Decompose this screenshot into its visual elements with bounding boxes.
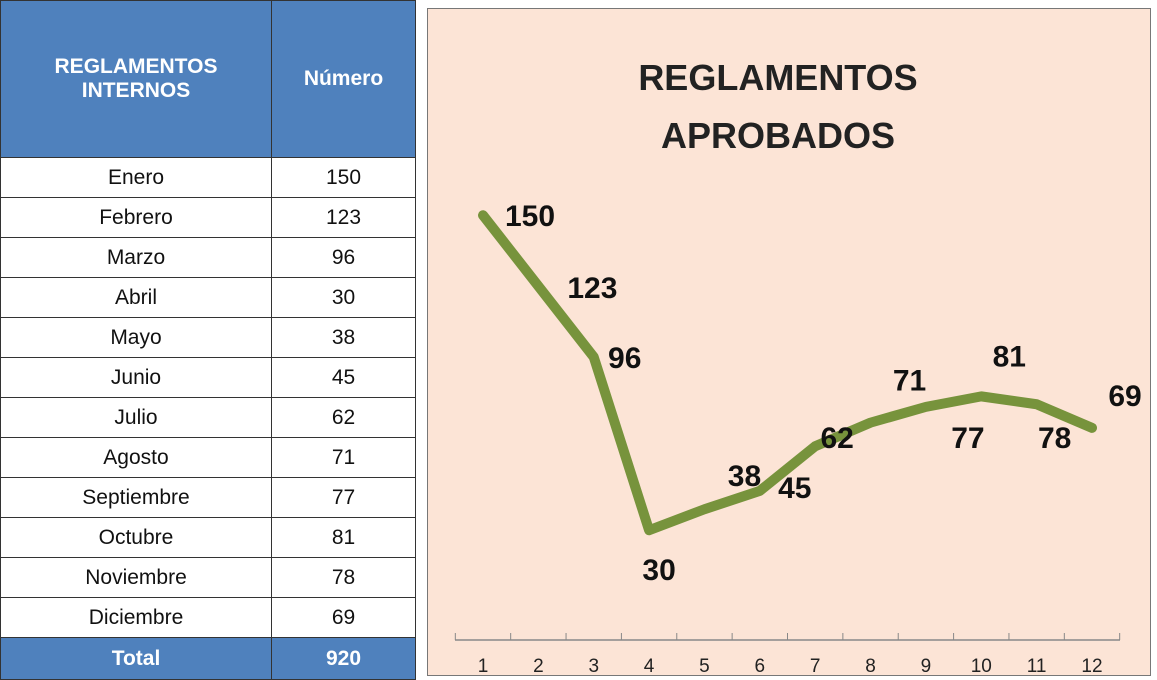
table-row: Octubre 81 [0,517,416,558]
data-label: 71 [893,365,926,398]
data-label: 96 [608,342,641,375]
x-tick-label: 5 [699,656,710,677]
x-tick-label: 3 [588,656,599,677]
cell: 62 [271,397,416,438]
cell: Mayo [0,317,272,358]
cell: 71 [271,437,416,478]
x-tick-label: 9 [921,656,932,677]
chart-panel: REGLAMENTOS APROBADOS [427,8,1151,676]
cell: Octubre [0,517,272,558]
data-label: 30 [642,554,675,587]
cell: 30 [271,277,416,318]
cell: 45 [271,357,416,398]
data-label: 38 [728,460,761,493]
data-label: 69 [1108,380,1141,413]
x-tick-label: 6 [755,656,766,677]
x-tick-label: 10 [971,656,992,677]
x-tick-label: 2 [533,656,544,677]
data-label: 45 [778,472,811,505]
cell: Abril [0,277,272,318]
table-row: Febrero 123 [0,197,416,238]
x-tick-label: 1 [478,656,489,677]
cell: 920 [271,637,416,680]
cell: Junio [0,357,272,398]
table-row: Abril 30 [0,277,416,318]
cell: Julio [0,397,272,438]
header-cell: REGLAMENTOS INTERNOS [0,0,272,158]
table-row: Noviembre 78 [0,557,416,598]
cell: 123 [271,197,416,238]
data-table: REGLAMENTOS INTERNOS Número Enero 150 Febr… [0,0,416,680]
cell: Enero [0,157,272,198]
x-tick-label: 8 [865,656,876,677]
table-row: Enero 150 [0,157,416,198]
data-label: 78 [1038,422,1071,455]
header-cell: Número [271,0,416,158]
data-label: 123 [567,272,617,305]
data-label: 150 [505,200,555,233]
cell: 78 [271,557,416,598]
line [478,210,1097,536]
x-tick-label: 11 [1027,656,1047,677]
table-row: Junio 45 [0,357,416,398]
data-label: 77 [951,422,984,455]
data-label: 62 [820,422,853,455]
chart-title: REGLAMENTOS APROBADOS [638,57,918,156]
cell: 150 [271,157,416,198]
table-row: Julio 62 [0,397,416,438]
table-row: Total 920 [0,637,416,680]
data-label: 81 [993,340,1026,373]
x-tick-label: 7 [810,656,821,677]
cell: Septiembre [0,477,272,518]
cell: Total [0,637,272,680]
x-tick-label: 4 [644,656,655,677]
x-tick-label: 12 [1081,656,1102,677]
table-row: Septiembre 77 [0,477,416,518]
cell: Marzo [0,237,272,278]
